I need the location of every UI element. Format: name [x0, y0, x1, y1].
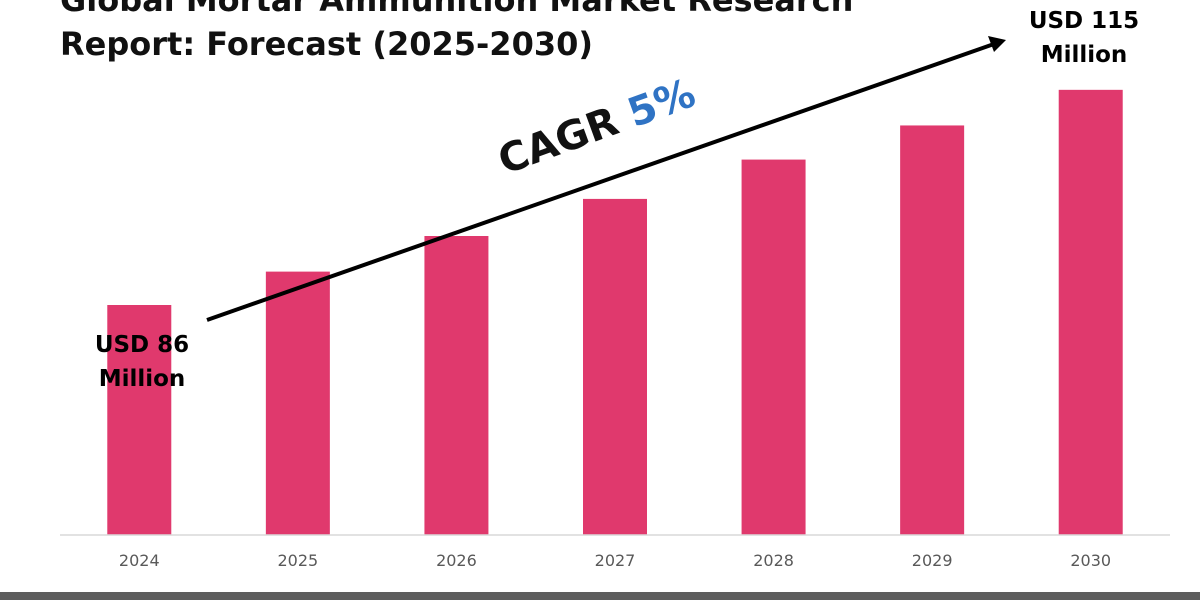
- bar-2027: [583, 198, 647, 535]
- end-value-unit: Million: [1040, 42, 1128, 68]
- start-value-amount: USD 86: [94, 332, 190, 358]
- bar-2025: [265, 271, 330, 535]
- x-tick-label-2026: 2026: [436, 551, 477, 570]
- report-title-line-1: Global Mortar Ammunition Market Research: [60, 0, 854, 19]
- bar-2024: [107, 305, 172, 535]
- bar-2030: [1058, 89, 1123, 535]
- report-title: Global Mortar Ammunition Market Research…: [60, 0, 960, 66]
- x-tick-label-2027: 2027: [595, 551, 636, 570]
- x-tick-label-2029: 2029: [912, 551, 953, 570]
- trend-arrow-head: [988, 36, 1006, 52]
- end-value-callout: USD 115 Million: [1018, 4, 1150, 72]
- x-tick-label-2024: 2024: [119, 551, 160, 570]
- start-value-unit: Million: [98, 366, 186, 392]
- x-tick-label-2025: 2025: [277, 551, 318, 570]
- bar-group: [107, 89, 1123, 536]
- bar-2029: [900, 125, 965, 536]
- bar-2028: [741, 159, 806, 536]
- cagr-trend-arrow: [206, 36, 1006, 322]
- trend-arrow-line: [206, 42, 995, 322]
- start-value-callout: USD 86 Million: [82, 328, 202, 396]
- x-tick-labels: 2024 2025 2026 2027 2028 2029 2030: [119, 551, 1111, 570]
- end-value-amount: USD 115: [1028, 8, 1140, 34]
- bar-2026: [424, 236, 489, 535]
- x-tick-label-2030: 2030: [1070, 551, 1111, 570]
- bottom-border-band: [0, 592, 1200, 600]
- report-title-line-2: Report: Forecast (2025-2030): [60, 25, 593, 63]
- x-tick-label-2028: 2028: [753, 551, 794, 570]
